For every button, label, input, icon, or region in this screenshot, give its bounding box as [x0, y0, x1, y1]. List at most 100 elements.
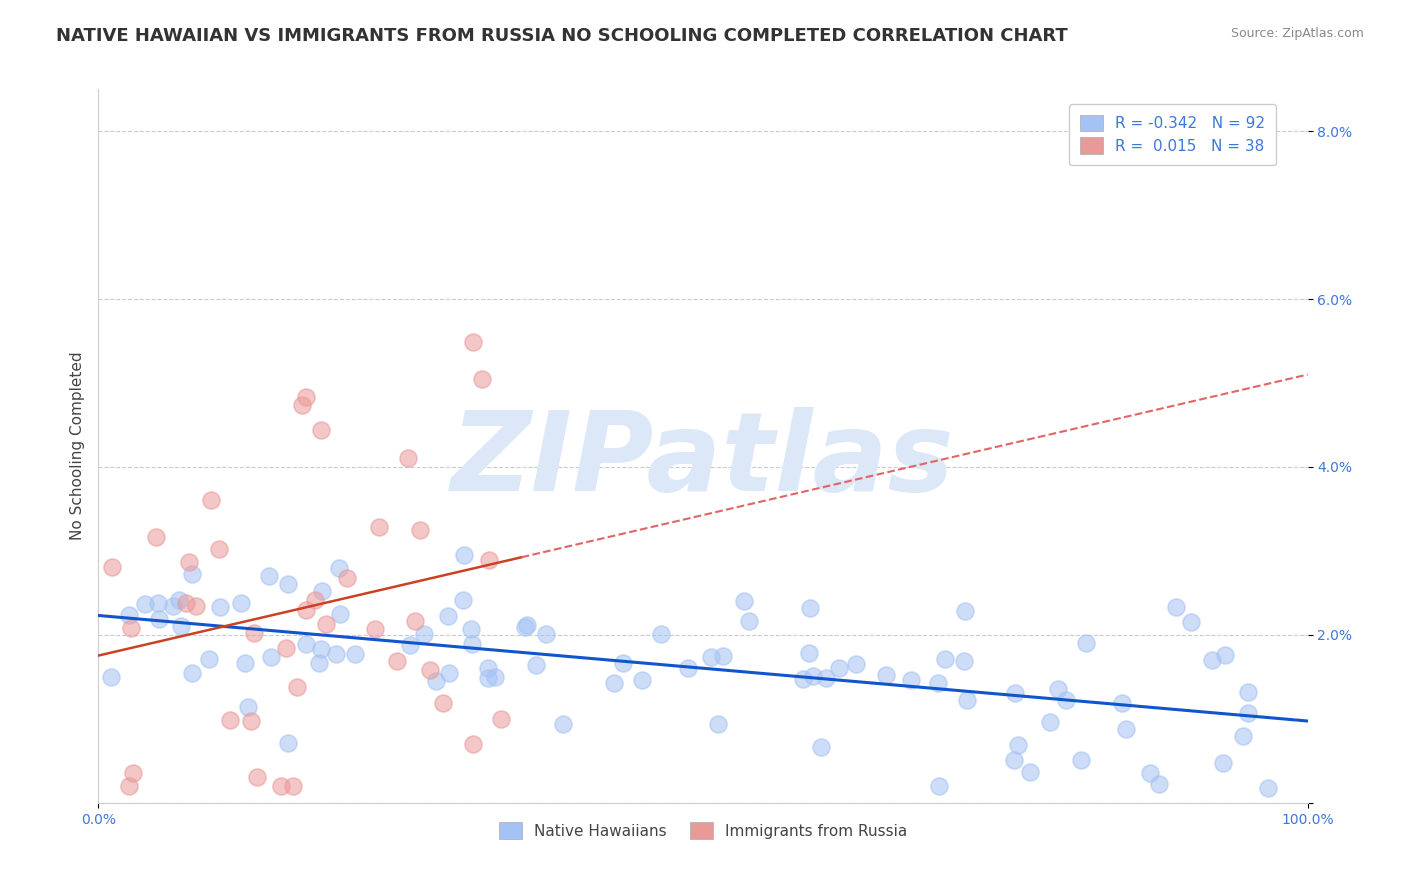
Point [470, 372, 492, 386]
Point [285, 680, 308, 694]
Point [343, 647, 366, 661]
Point [294, 603, 316, 617]
Legend: Native Hawaiians, Immigrants from Russia: Native Hawaiians, Immigrants from Russia [494, 816, 912, 845]
Point [281, 779, 304, 793]
Point [1180, 615, 1202, 629]
Point [198, 652, 221, 666]
Point [1149, 777, 1171, 791]
Point [678, 661, 700, 675]
Point [162, 599, 184, 613]
Point [551, 717, 574, 731]
Point [460, 622, 482, 636]
Point [118, 607, 141, 622]
Point [229, 597, 252, 611]
Point [828, 660, 851, 674]
Point [419, 664, 441, 678]
Point [101, 559, 124, 574]
Point [259, 649, 281, 664]
Point [277, 577, 299, 591]
Point [367, 520, 389, 534]
Point [385, 654, 408, 668]
Point [478, 553, 501, 567]
Point [208, 542, 231, 557]
Point [513, 620, 536, 634]
Point [291, 398, 314, 412]
Point [180, 665, 202, 680]
Point [1004, 685, 1026, 699]
Point [148, 612, 170, 626]
Point [1236, 685, 1258, 699]
Point [516, 617, 538, 632]
Point [181, 567, 204, 582]
Point [875, 668, 897, 682]
Point [295, 390, 318, 404]
Point [238, 699, 260, 714]
Point [235, 656, 257, 670]
Point [100, 670, 122, 684]
Point [325, 647, 347, 661]
Point [294, 637, 316, 651]
Point [534, 627, 557, 641]
Point [396, 451, 419, 466]
Point [1201, 653, 1223, 667]
Point [315, 616, 337, 631]
Point [409, 523, 432, 537]
Point [208, 599, 231, 614]
Point [461, 335, 484, 350]
Point [1054, 693, 1077, 707]
Point [243, 625, 266, 640]
Point [900, 673, 922, 687]
Point [631, 673, 654, 687]
Point [810, 739, 832, 754]
Point [792, 673, 814, 687]
Point [311, 584, 333, 599]
Point [801, 669, 824, 683]
Point [432, 696, 454, 710]
Point [451, 592, 474, 607]
Point [1257, 780, 1279, 795]
Point [425, 674, 447, 689]
Point [612, 656, 634, 670]
Point [1002, 753, 1025, 767]
Point [845, 657, 868, 671]
Point [461, 737, 484, 751]
Point [814, 671, 837, 685]
Point [309, 642, 332, 657]
Point [799, 646, 821, 660]
Point [956, 692, 979, 706]
Point [1111, 697, 1133, 711]
Point [928, 780, 950, 794]
Point [461, 637, 484, 651]
Point [1139, 766, 1161, 780]
Point [489, 712, 512, 726]
Point [799, 601, 821, 615]
Text: Source: ZipAtlas.com: Source: ZipAtlas.com [1230, 27, 1364, 40]
Point [953, 654, 976, 668]
Point [927, 675, 949, 690]
Point [219, 713, 242, 727]
Point [328, 560, 350, 574]
Point [436, 609, 458, 624]
Point [953, 604, 976, 618]
Point [169, 592, 191, 607]
Point [1166, 600, 1188, 615]
Point [934, 652, 956, 666]
Point [1074, 636, 1097, 650]
Point [177, 555, 200, 569]
Point [257, 568, 280, 582]
Point [650, 626, 672, 640]
Point [308, 656, 330, 670]
Point [336, 571, 359, 585]
Point [146, 596, 169, 610]
Point [240, 714, 263, 728]
Point [1232, 729, 1254, 743]
Point [276, 640, 298, 655]
Point [1115, 723, 1137, 737]
Point [1237, 706, 1260, 720]
Point [170, 619, 193, 633]
Point [145, 530, 167, 544]
Point [1212, 756, 1234, 771]
Point [733, 594, 755, 608]
Point [311, 423, 333, 437]
Point [304, 593, 326, 607]
